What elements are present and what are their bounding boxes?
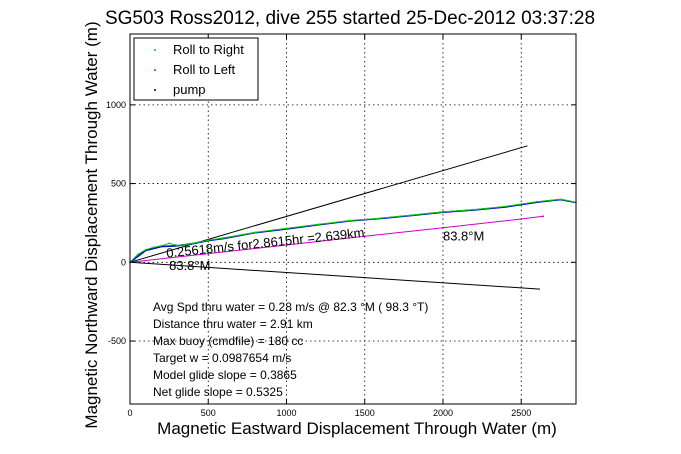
- chart-title: SG503 Ross2012, dive 255 started 25-Dec-…: [105, 8, 595, 29]
- data-point: [168, 242, 171, 245]
- data-point: [316, 223, 319, 226]
- data-point: [207, 252, 210, 255]
- y-tick-label: 0: [121, 257, 126, 267]
- data-point: [442, 226, 444, 229]
- x-tick-label: 0: [127, 408, 132, 418]
- data-layer: [129, 145, 577, 290]
- data-point: [285, 244, 288, 246]
- y-tick-label: 500: [111, 179, 126, 189]
- data-point: [222, 236, 225, 239]
- data-point: [254, 231, 257, 234]
- legend-entry: pump: [173, 82, 206, 97]
- data-point: [379, 217, 382, 220]
- info-line: Avg Spd thru water = 0.28 m/s @ 82.3 °M …: [153, 300, 428, 314]
- y-axis-label: Magnetic Northward Displacement Through …: [82, 21, 101, 428]
- data-point: [207, 239, 210, 242]
- x-tick-label: 2500: [511, 408, 531, 418]
- data-point: [160, 244, 163, 247]
- data-point: [183, 244, 186, 246]
- data-point: [136, 253, 139, 256]
- info-line: Max buoy (cmdfile) = 180 cc: [153, 334, 303, 348]
- annotation-label: 83.8°M: [443, 228, 484, 243]
- y-tick-label: 1000: [106, 100, 126, 110]
- x-tick-label: 1000: [276, 408, 296, 418]
- data-point: [152, 246, 155, 249]
- x-axis-label: Magnetic Eastward Displacement Through W…: [157, 419, 557, 438]
- data-point: [559, 198, 562, 201]
- tick-layer: 0 500 1000 1500 2000 2500 -500 0 500 1000: [106, 34, 576, 418]
- data-point: [285, 227, 288, 230]
- x-tick-label: 500: [201, 408, 216, 418]
- trajectory-line: [129, 261, 541, 290]
- info-line: Model glide slope = 0.3865: [153, 368, 297, 382]
- data-point: [144, 248, 147, 251]
- plot-frame: [129, 33, 577, 405]
- info-text-block: Avg Spd thru water = 0.28 m/s @ 82.3 °M …: [153, 300, 428, 399]
- info-line: Distance thru water = 2.91 km: [153, 317, 313, 331]
- data-point: [176, 244, 178, 247]
- legend-entry: Roll to Left: [173, 62, 236, 77]
- x-tick-label: 2000: [433, 408, 453, 418]
- y-tick-label: -500: [108, 336, 126, 346]
- data-point: [535, 200, 538, 203]
- data-point: [363, 235, 366, 238]
- x-tick-label: 1500: [355, 408, 375, 418]
- legend-entry: Roll to Right: [173, 42, 244, 57]
- data-point: [442, 211, 444, 213]
- info-line: Target w = 0.0987654 m/s: [153, 351, 291, 365]
- annotation-label: 83.8°M: [169, 258, 210, 273]
- data-point: [348, 219, 350, 222]
- legend-marker: [154, 89, 156, 91]
- annotation-label: 0.25618m/s for2.8615hr =2.639km: [166, 225, 366, 261]
- data-point: [542, 215, 545, 218]
- legend-marker: [154, 49, 156, 51]
- annotation-layer: 0.25618m/s for2.8615hr =2.639km 83.8°M83.…: [166, 225, 485, 273]
- legend-marker: [154, 69, 156, 71]
- legend: Roll to Right Roll to Left pump: [133, 37, 259, 101]
- info-line: Net glide slope = 0.5325: [153, 385, 283, 399]
- data-point: [504, 205, 507, 208]
- data-point: [410, 214, 413, 216]
- data-point: [473, 208, 476, 211]
- data-point: [520, 218, 523, 220]
- data-point: [191, 242, 194, 245]
